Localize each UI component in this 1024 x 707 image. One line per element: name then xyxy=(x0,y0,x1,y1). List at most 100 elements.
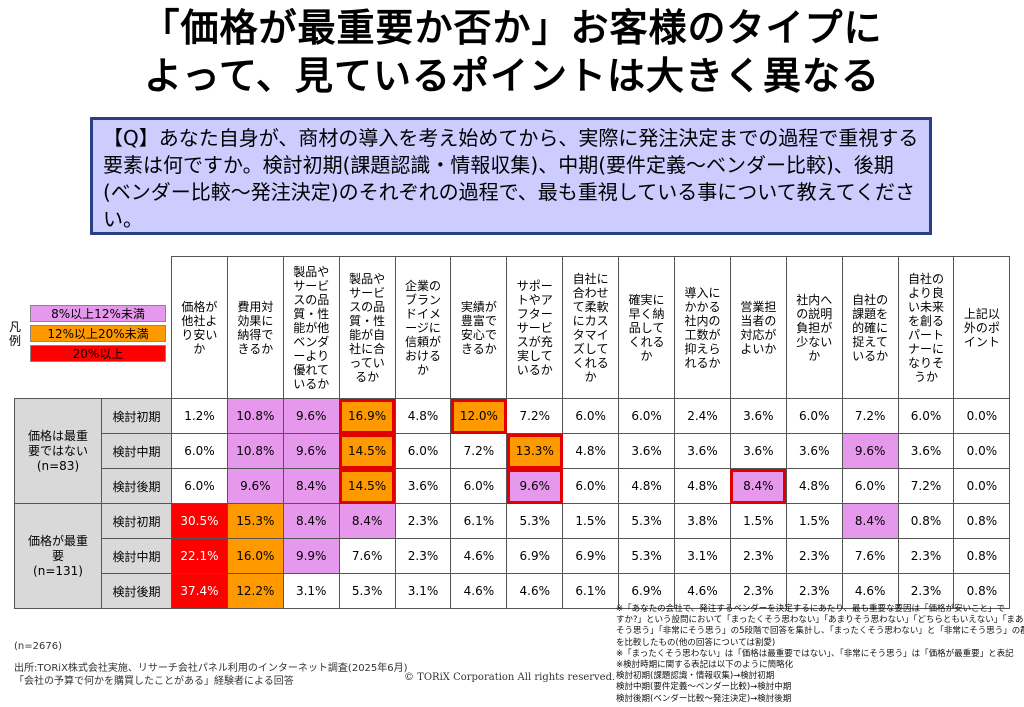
value-cell: 6.0% xyxy=(841,468,899,504)
value-cell: 4.8% xyxy=(562,433,620,469)
value-cell: 14.5% xyxy=(338,468,396,504)
title-line-1: 「価格が最重要か否か」お客様のタイプに xyxy=(141,6,883,50)
table-row: 価格は最重要ではない (n=83) 検討初期 1.2% 10.8% 9.6% 16.9% 4.… xyxy=(14,398,1011,504)
legend-item: 12%以上20%未満 xyxy=(30,325,166,342)
phase-label: 検討中期 xyxy=(101,538,172,574)
column-header: 自社に合わせて柔軟にカスタマイズしてくれるか xyxy=(562,256,620,399)
group-name: 価格が最重要 xyxy=(27,533,88,563)
value-cell: 0.8% xyxy=(953,538,1011,574)
value-cell: 9.6% xyxy=(226,468,284,504)
value-cell: 0.8% xyxy=(953,503,1011,539)
value-cell: 5.3% xyxy=(618,503,676,539)
table-row: 検討中期 6.0% 10.8% 9.6% 14.5% 6.0% 7.2% 13.3% 4.8% 3… xyxy=(15,433,1011,469)
value-cell: 3.6% xyxy=(674,433,731,469)
value-cell: 6.0% xyxy=(897,398,955,434)
column-header: 社内への説明負担が少ないか xyxy=(785,256,843,399)
value-cell: 8.4% xyxy=(729,468,787,504)
value-cell: 4.6% xyxy=(674,573,731,609)
value-cell: 2.3% xyxy=(394,503,452,539)
value-cell: 0.8% xyxy=(953,573,1011,609)
value-cell: 5.3% xyxy=(618,538,676,574)
value-cell: 30.5% xyxy=(171,503,228,539)
value-cell: 6.0% xyxy=(171,468,228,504)
value-cell: 4.6% xyxy=(450,538,508,574)
phase-label: 検討後期 xyxy=(101,468,172,504)
value-cell: 1.5% xyxy=(785,503,843,539)
value-cell: 6.0% xyxy=(785,398,843,434)
value-cell: 1.2% xyxy=(171,398,228,434)
value-cell: 3.1% xyxy=(394,573,452,609)
value-cell: 3.6% xyxy=(618,433,676,469)
column-header: 自社のより良い未来を創るパートナーになりそうか xyxy=(897,256,955,399)
value-cell: 5.3% xyxy=(338,573,396,609)
column-header-label: 企業のブランドイメージに信頼がおけるか xyxy=(404,278,441,377)
group-n: (n=131) xyxy=(33,563,83,578)
value-cell: 7.2% xyxy=(506,398,564,434)
value-cell: 22.1% xyxy=(171,538,228,574)
value-cell: 6.0% xyxy=(394,433,452,469)
column-header: 導入にかかる社内の工数が抑えられるか xyxy=(674,256,731,399)
column-header: 上記以外のポイント xyxy=(953,256,1011,399)
column-header-label: 確実に早く納品してくれるか xyxy=(628,292,665,363)
value-cell: 2.3% xyxy=(897,538,955,574)
footnote-line: ※「まったくそう思わない」は「価格は最重要ではない」、「非常にそう思う」は「価格… xyxy=(616,648,1014,659)
value-cell: 8.4% xyxy=(282,503,340,539)
value-cell: 6.0% xyxy=(171,433,228,469)
group-label: 価格は最重要ではない (n=83) xyxy=(14,398,102,504)
value-cell: 8.4% xyxy=(338,503,396,539)
footnotes: ※「あなたの会社で、発注するベンダーを決定するにあたり、最も重要な要因は「価格が… xyxy=(616,604,1024,705)
value-cell: 0.0% xyxy=(953,433,1011,469)
value-cell: 2.3% xyxy=(394,538,452,574)
value-cell: 6.1% xyxy=(562,573,620,609)
title-line-2: よって、見ているポイントは大きく異なる xyxy=(143,54,881,98)
footer-left: (n=2676) 出所:TORiX株式会社実施、リサーチ会社パネル利用のインター… xyxy=(14,640,408,688)
value-cell: 6.9% xyxy=(506,538,564,574)
results-table: 価格が他社より安いか 費用対効果に納得できるか 製品やサービスの品質・性能が他ベンダ… xyxy=(14,256,1011,609)
value-cell: 9.6% xyxy=(506,468,564,504)
value-cell: 9.6% xyxy=(282,433,340,469)
value-cell: 37.4% xyxy=(171,573,228,609)
value-cell: 3.6% xyxy=(729,398,787,434)
value-cell: 2.3% xyxy=(729,538,787,574)
value-cell: 7.2% xyxy=(897,468,955,504)
value-cell: 6.0% xyxy=(562,468,620,504)
value-cell: 15.3% xyxy=(226,503,284,539)
value-cell: 3.1% xyxy=(674,538,731,574)
column-header-label: 自社に合わせて柔軟にカスタマイズしてくれるか xyxy=(572,271,609,384)
phase-label: 検討中期 xyxy=(101,433,172,469)
footnote-line: ※「あなたの会社で、発注するベンダーを決定するにあたり、最も重要な要因は「価格が… xyxy=(616,604,1005,614)
value-cell: 6.1% xyxy=(450,503,508,539)
value-cell: 0.0% xyxy=(953,398,1011,434)
value-cell: 7.2% xyxy=(841,398,899,434)
column-header: 確実に早く納品してくれるか xyxy=(618,256,676,399)
value-cell: 9.9% xyxy=(282,538,340,574)
value-cell: 4.8% xyxy=(785,468,843,504)
column-header: 製品やサービスの品質・性能が他ベンダーより優れているか xyxy=(282,256,340,399)
value-cell: 3.8% xyxy=(674,503,731,539)
value-cell: 9.6% xyxy=(282,398,340,434)
value-cell: 5.3% xyxy=(506,503,564,539)
value-cell: 2.3% xyxy=(897,573,955,609)
value-cell: 3.6% xyxy=(729,433,787,469)
footnote-line: 検討中期(要件定義〜ベンダー比較)→検討中期 xyxy=(616,682,792,693)
column-header-label: 費用対効果に納得できるか xyxy=(237,299,274,356)
footnote-line: を比較したもの(他の回答については割愛) xyxy=(616,637,776,648)
value-cell: 2.3% xyxy=(729,573,787,609)
footnote-line: すか?」という設問において「まったくそう思わない」「あまりそう思わない」「どちら… xyxy=(616,615,1024,626)
footnote-line: 検討後期(ベンダー比較〜発注決定)→検討後期 xyxy=(616,693,792,704)
column-header-label: 営業担当者の対応がよいか xyxy=(740,299,777,356)
legend-item: 8%以上12%未満 xyxy=(30,305,166,322)
value-cell: 8.4% xyxy=(841,503,899,539)
value-cell: 7.6% xyxy=(338,538,396,574)
column-header: 企業のブランドイメージに信頼がおけるか xyxy=(394,256,452,399)
value-cell: 0.8% xyxy=(897,503,955,539)
value-cell: 4.6% xyxy=(841,573,899,609)
phase-label: 検討初期 xyxy=(101,503,172,539)
value-cell: 4.8% xyxy=(674,468,731,504)
value-cell: 16.9% xyxy=(338,398,396,434)
column-header-label: 実績が豊富で安心できるか xyxy=(460,299,497,356)
value-cell: 7.2% xyxy=(450,433,508,469)
value-cell: 6.9% xyxy=(562,538,620,574)
table-row: 検討中期 22.1% 16.0% 9.9% 7.6% 2.3% 4.6% 6.9% 6.9% 5.… xyxy=(15,538,1011,574)
value-cell: 16.0% xyxy=(226,538,284,574)
